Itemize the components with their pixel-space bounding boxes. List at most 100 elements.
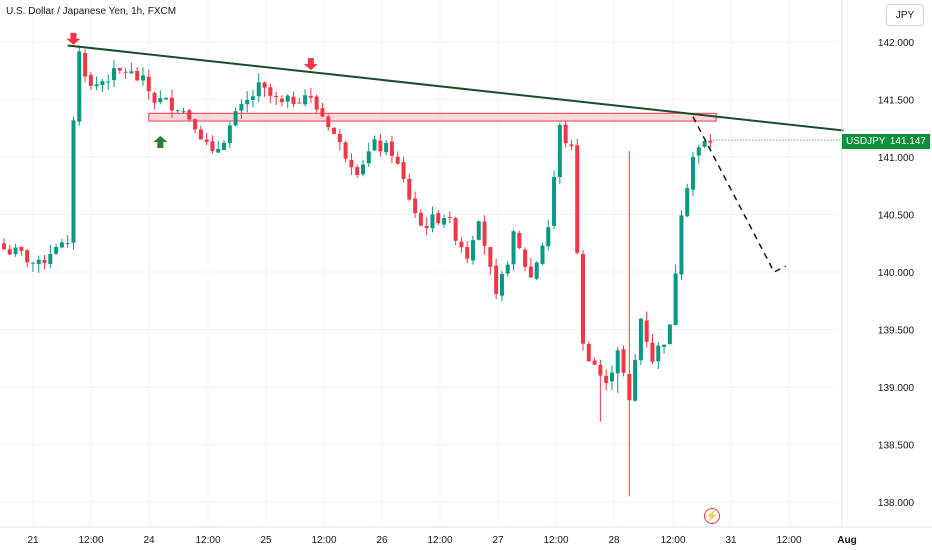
candle-body xyxy=(303,95,308,105)
candle-body xyxy=(546,227,551,247)
candle-body xyxy=(482,221,487,246)
y-tick-label: 138.000 xyxy=(878,498,915,509)
candle-body xyxy=(36,259,41,264)
candle-body xyxy=(378,140,383,152)
candle-body xyxy=(146,76,151,92)
candle-body xyxy=(575,145,580,253)
chart-title: U.S. Dollar / Japanese Yen, 1h, FXCM xyxy=(6,6,177,17)
candle-body xyxy=(644,320,649,342)
x-tick-label: Aug xyxy=(837,535,856,546)
candle-body xyxy=(204,139,209,142)
candle-body xyxy=(256,82,261,97)
candle-body xyxy=(54,246,59,254)
candle-body xyxy=(332,127,337,134)
candle-body xyxy=(667,324,672,345)
candle-body xyxy=(13,247,18,255)
x-tick-label: 31 xyxy=(725,535,737,546)
x-tick-label: 12:00 xyxy=(195,535,220,546)
candle-body xyxy=(447,216,452,218)
candle-body xyxy=(633,359,638,401)
candle-body xyxy=(540,245,545,264)
x-tick-label: 26 xyxy=(376,535,388,546)
candle-body xyxy=(691,157,696,190)
candle-body xyxy=(389,141,394,156)
candle-body xyxy=(424,226,429,229)
x-tick-label: 12:00 xyxy=(427,535,452,546)
candle-body xyxy=(262,82,267,88)
y-tick-label: 141.000 xyxy=(878,153,915,164)
candle-body xyxy=(662,344,667,347)
arrow-up-icon xyxy=(153,136,168,148)
candle-body xyxy=(314,96,319,110)
candle-body xyxy=(696,147,701,156)
candle-body xyxy=(210,141,215,152)
candle-body xyxy=(135,71,140,81)
y-tick-label: 139.000 xyxy=(878,383,915,394)
candle-body xyxy=(88,74,93,86)
candle-body xyxy=(320,108,325,117)
y-tick-label: 138.500 xyxy=(878,441,915,452)
candle-body xyxy=(656,345,661,362)
currency-button[interactable]: JPY xyxy=(886,4,924,26)
candle-body xyxy=(152,92,157,103)
candle-body xyxy=(702,140,707,147)
candle-body xyxy=(534,262,539,279)
candle-body xyxy=(557,124,562,178)
candle-body xyxy=(436,213,441,224)
candle-body xyxy=(395,156,400,164)
candle-body xyxy=(48,253,53,265)
candle-body xyxy=(19,247,24,251)
candle-body xyxy=(65,243,70,245)
candle-body xyxy=(349,159,354,168)
candle-body xyxy=(59,242,64,248)
price-tag-symbol: USDJPY xyxy=(846,136,886,147)
price-tag-value: 141.147 xyxy=(889,136,926,147)
lightning-icon[interactable]: ⚡ xyxy=(704,508,720,524)
candle-body xyxy=(100,81,105,86)
candle-body xyxy=(169,97,174,111)
x-tick-label: 12:00 xyxy=(776,535,801,546)
candle-body xyxy=(2,243,6,250)
candle-body xyxy=(140,75,145,81)
candle-body xyxy=(413,198,418,214)
candle-body xyxy=(343,142,348,159)
x-tick-label: 12:00 xyxy=(311,535,336,546)
candle-body xyxy=(621,349,626,373)
candle-body xyxy=(193,119,198,130)
y-tick-label: 139.500 xyxy=(878,326,915,337)
candle-body xyxy=(285,95,290,102)
candle-body xyxy=(83,52,88,77)
candle-body xyxy=(494,265,499,294)
candle-body xyxy=(650,342,655,362)
candle-body xyxy=(418,212,423,226)
projection-path xyxy=(692,116,786,273)
candle-body xyxy=(216,148,221,153)
candle-body xyxy=(164,97,169,100)
y-tick-label: 140.500 xyxy=(878,211,915,222)
candle-body xyxy=(175,110,180,112)
candle-body xyxy=(30,262,35,264)
candle-body xyxy=(517,232,522,249)
candle-body xyxy=(581,254,585,344)
x-tick-label: 12:00 xyxy=(543,535,568,546)
candle-body xyxy=(384,142,389,153)
candle-body xyxy=(71,120,76,243)
candle-body xyxy=(77,51,82,122)
candle-body xyxy=(129,71,134,74)
trendline xyxy=(67,44,844,132)
candle-body xyxy=(523,249,528,267)
candle-body xyxy=(326,116,331,128)
arrow-down-icon xyxy=(66,32,81,45)
x-tick-label: 12:00 xyxy=(660,535,685,546)
candle-body xyxy=(476,221,481,240)
candle-body xyxy=(673,273,678,326)
arrow-down-icon xyxy=(303,58,318,71)
candle-body xyxy=(442,218,447,225)
candle-body xyxy=(198,129,203,140)
candle-body xyxy=(609,372,614,382)
candle-body xyxy=(679,215,684,275)
candle-body xyxy=(638,318,643,361)
candle-body xyxy=(42,260,47,263)
candle-body xyxy=(465,247,470,259)
